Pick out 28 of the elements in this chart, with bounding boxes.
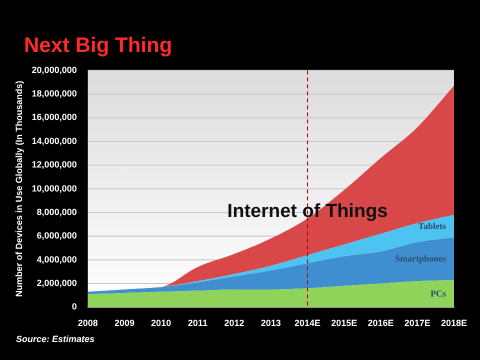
x-tick-label: 2010 xyxy=(151,318,172,328)
y-tick-label: 12,000,000 xyxy=(32,160,77,170)
y-tick-label: 14,000,000 xyxy=(32,136,77,146)
y-tick-label: 8,000,000 xyxy=(36,206,77,217)
source-note: Source: Estimates xyxy=(16,334,95,344)
y-tick-label: 6,000,000 xyxy=(36,230,77,241)
series-label: Smartphones xyxy=(394,254,446,264)
x-tick-label: 2013 xyxy=(260,318,281,328)
y-tick-label: 0 xyxy=(72,302,77,312)
x-tick-label: 2008 xyxy=(78,318,98,328)
series-label: PCs xyxy=(430,288,446,299)
y-axis-title: Number of Devices in Use Globally (In Thousands) xyxy=(14,80,24,297)
y-tick-label: 18,000,000 xyxy=(32,88,77,99)
x-tick-label: 2009 xyxy=(114,318,134,328)
x-tick-label: 2016E xyxy=(368,318,394,328)
x-tick-label: 2017E xyxy=(404,318,430,328)
series-label: Tablets xyxy=(418,221,446,232)
x-tick-label: 2012 xyxy=(224,318,244,328)
x-tick-label: 2014E xyxy=(294,318,321,328)
x-tick-label: 2018E xyxy=(440,318,468,328)
y-tick-label: 20,000,000 xyxy=(32,64,77,75)
x-tick-label: 2015E xyxy=(331,318,358,328)
x-tick-label: 2011 xyxy=(188,318,208,328)
y-tick-label: 2,000,000 xyxy=(36,278,77,288)
chart-title: Next Big Thing xyxy=(24,34,172,58)
y-tick-label: 4,000,000 xyxy=(36,254,77,264)
y-tick-label: 16,000,000 xyxy=(32,112,77,122)
y-tick-label: 10,000,000 xyxy=(32,183,77,194)
